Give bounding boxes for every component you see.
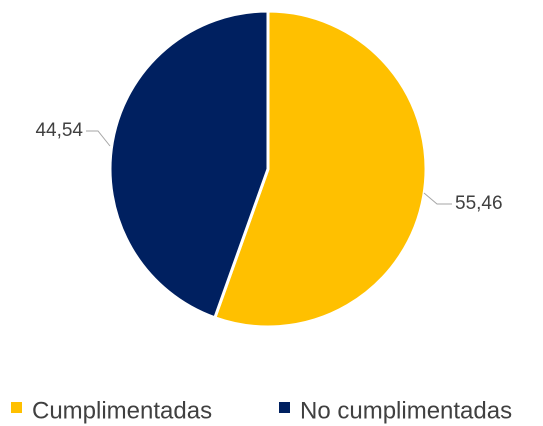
data-labels-layer: 55,46 44,54 (35, 120, 502, 214)
leader-lines-layer (86, 130, 452, 205)
legend-swatch-no-cumplimentadas (279, 402, 290, 413)
data-label-no-cumplimentadas: 44,54 (35, 120, 83, 141)
legend-label-cumplimentadas: Cumplimentadas (32, 397, 212, 424)
pie-slice-cumplimentadas (213, 9, 428, 329)
leader-line-cumplimentadas (423, 192, 452, 205)
pie-slice-no-cumplimentadas (108, 9, 270, 320)
slices-layer (108, 9, 428, 329)
leader-line-no-cumplimentadas (86, 130, 111, 147)
data-label-cumplimentadas: 55,46 (455, 193, 503, 214)
legend-swatch-cumplimentadas (11, 402, 22, 413)
legend-label-no-cumplimentadas: No cumplimentadas (300, 397, 512, 424)
legend: Cumplimentadas No cumplimentadas (11, 397, 512, 424)
